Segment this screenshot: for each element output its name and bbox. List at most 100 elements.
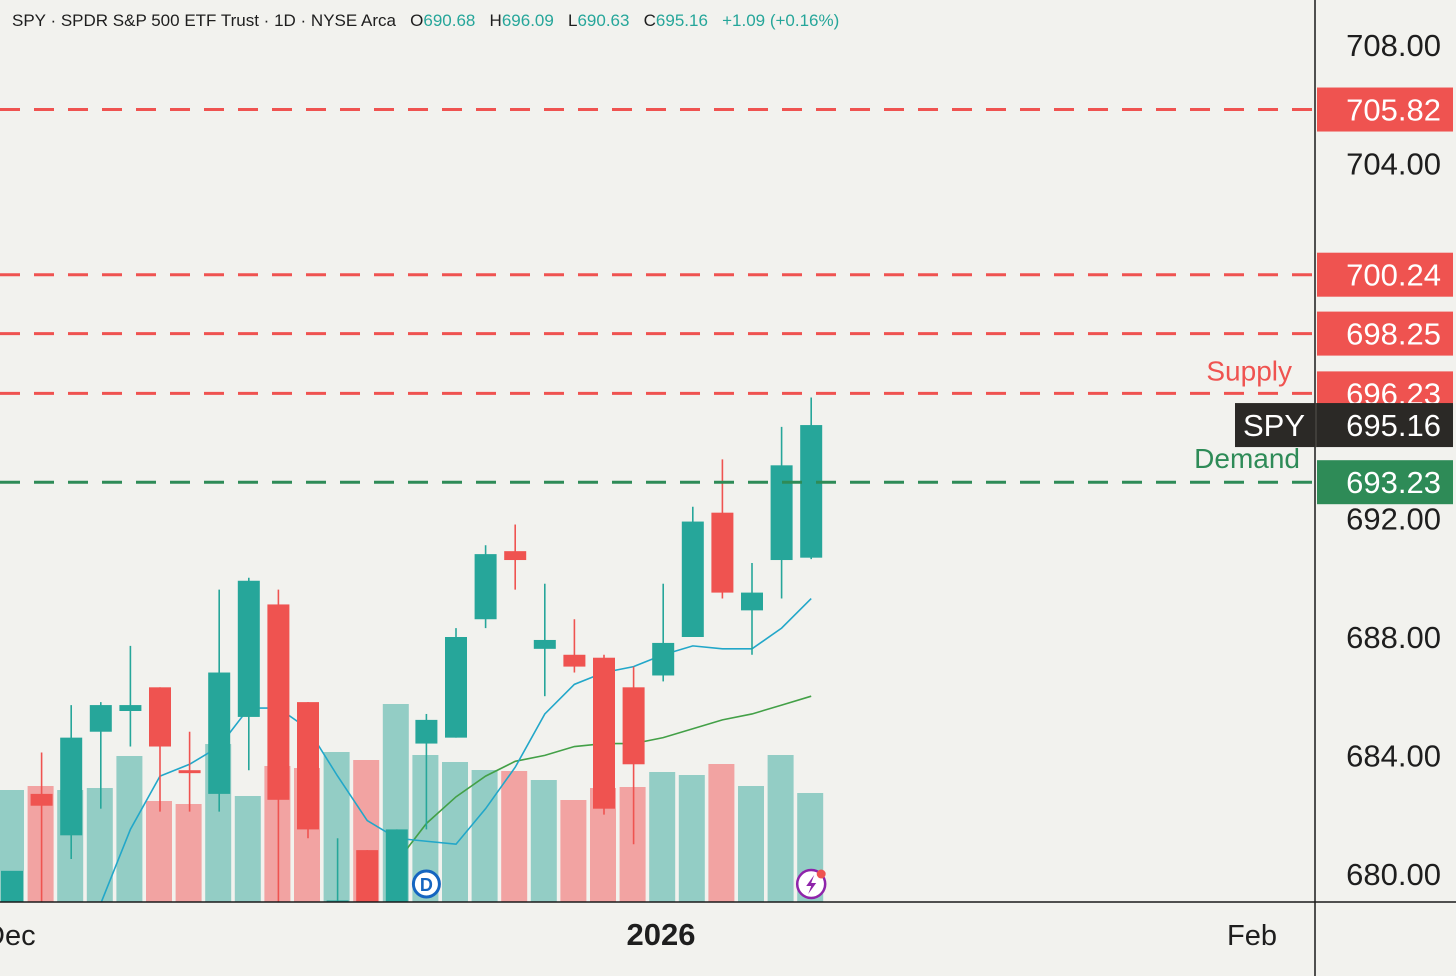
candle-body xyxy=(89,705,112,732)
supply-zone-label: Supply xyxy=(1206,355,1292,386)
candle-body xyxy=(149,687,171,747)
price-axis-tick: 708.00 xyxy=(1346,28,1441,63)
price-axis-tick: 684.00 xyxy=(1346,738,1441,773)
volume-bar xyxy=(442,762,468,902)
candle-body xyxy=(415,719,438,744)
candle-body xyxy=(652,642,675,676)
candle xyxy=(652,583,675,682)
candle xyxy=(415,713,438,830)
volume-bar xyxy=(175,804,202,902)
volume-bar xyxy=(738,786,764,902)
high-label: H xyxy=(489,11,502,30)
volume-bar xyxy=(767,755,794,902)
candle-body xyxy=(60,737,83,836)
volume-bar xyxy=(649,772,676,902)
symbol-header: SPY · SPDR S&P 500 ETF Trust · 1D · NYSE… xyxy=(12,11,840,30)
candle xyxy=(89,702,112,809)
candle xyxy=(504,524,527,590)
symbol-ticker[interactable]: SPY xyxy=(12,11,46,30)
candle xyxy=(622,666,645,845)
candle xyxy=(237,577,260,771)
candle xyxy=(178,731,201,812)
candle xyxy=(770,426,793,599)
candle-body xyxy=(563,654,586,667)
candle-body xyxy=(1,870,23,902)
candle-body xyxy=(800,425,823,558)
price-axis-tick: 680.00 xyxy=(1346,857,1441,892)
candle xyxy=(149,687,171,812)
candle-body xyxy=(326,900,349,902)
candle-body xyxy=(533,639,556,649)
supply-price-tag: 700.24 xyxy=(1317,252,1453,297)
volume-bar xyxy=(501,771,528,902)
volume-bar xyxy=(678,775,705,902)
candle xyxy=(119,645,142,747)
interval-label[interactable]: 1D xyxy=(274,11,296,30)
candle xyxy=(60,705,83,859)
dividend-marker-icon[interactable]: D xyxy=(411,869,441,899)
high-value: 696.09 xyxy=(501,11,554,30)
notification-dot xyxy=(816,869,826,879)
candle xyxy=(267,589,290,902)
candle xyxy=(474,545,497,629)
candle-body xyxy=(178,770,201,774)
candle-body xyxy=(770,465,793,561)
low-value: 690.63 xyxy=(577,11,630,30)
candle xyxy=(681,506,704,637)
dividend-marker-label: D xyxy=(420,875,433,895)
price-axis: 708.00 704.00 692.00 688.00 684.00 680.00 xyxy=(1346,28,1441,892)
volume-bar xyxy=(323,752,350,902)
volume-bar xyxy=(708,764,735,902)
candle-body xyxy=(504,551,527,561)
candle xyxy=(563,619,586,673)
time-axis-label-dec: Dec xyxy=(0,920,36,952)
volume-bar xyxy=(619,787,646,902)
current-price-tag: SPY 695.16 xyxy=(1235,403,1453,448)
candle-body xyxy=(237,580,260,717)
current-price-value: 695.16 xyxy=(1346,408,1441,443)
demand-zone-label: Demand xyxy=(1194,443,1300,474)
candle xyxy=(208,589,231,812)
candle xyxy=(593,654,615,815)
candle-body xyxy=(474,554,497,620)
close-label: C xyxy=(643,11,656,30)
candles xyxy=(1,397,823,902)
volume-bar xyxy=(530,780,557,902)
candle-body xyxy=(267,604,290,800)
candle-body xyxy=(681,521,704,637)
candle xyxy=(1,870,23,902)
open-value: 690.68 xyxy=(423,11,476,30)
candle xyxy=(711,459,734,599)
candle xyxy=(30,752,53,902)
candle-body xyxy=(593,657,615,809)
candle xyxy=(356,850,379,902)
low-label: L xyxy=(568,11,578,30)
change-value: +1.09 (+0.16%) xyxy=(722,11,840,30)
volume-bars xyxy=(0,704,824,902)
volume-bar xyxy=(146,801,172,902)
candle xyxy=(297,702,319,839)
volume-bar xyxy=(116,756,143,902)
exchange-label: NYSE Arca xyxy=(310,11,396,30)
candle xyxy=(385,829,408,902)
volume-bar xyxy=(471,770,498,902)
close-value: 695.16 xyxy=(655,11,708,30)
volume-bar xyxy=(560,800,587,902)
candle-body xyxy=(741,592,763,611)
candle-body xyxy=(30,793,53,806)
price-tag-label: 700.24 xyxy=(1346,258,1441,293)
candle xyxy=(445,628,467,738)
level-lines xyxy=(0,108,1315,484)
plot-area xyxy=(0,108,1315,902)
candle xyxy=(533,583,556,697)
price-tag-label: 693.23 xyxy=(1346,465,1441,500)
price-axis-tick: 692.00 xyxy=(1346,502,1441,537)
price-tag-label: 705.82 xyxy=(1346,93,1441,128)
earnings-flash-icon[interactable] xyxy=(795,868,827,900)
candle-body xyxy=(385,829,408,902)
time-axis-label-feb: Feb xyxy=(1227,920,1277,952)
volume-bar xyxy=(234,796,261,902)
supply-price-tag: 698.25 xyxy=(1317,311,1453,356)
